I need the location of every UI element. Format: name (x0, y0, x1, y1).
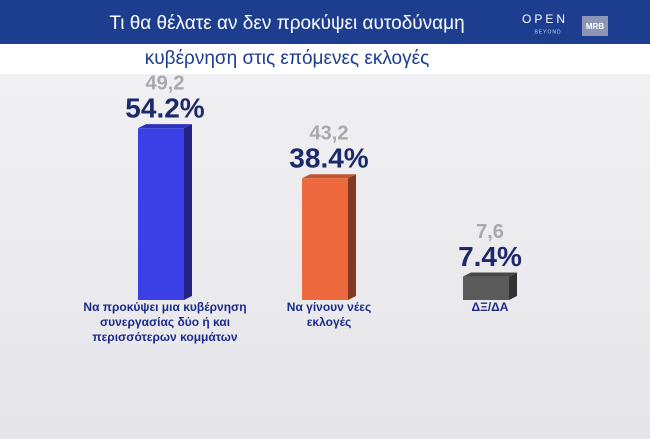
bar-side (184, 124, 192, 300)
bar-top (302, 174, 356, 179)
logo: OPEN (522, 12, 568, 26)
value-label: 54.2% (125, 93, 204, 124)
bar (302, 178, 348, 300)
category-label: Να προκύψει μια κυβέρνηση συνεργασίας δύ… (83, 300, 247, 344)
logo-tagline: BEYOND (534, 29, 561, 35)
value-label: 7.4% (458, 241, 522, 272)
bar-top (138, 124, 192, 129)
bar (138, 128, 184, 300)
category-label: Να γίνουν νέες εκλογές (286, 300, 372, 329)
bar-side (348, 174, 356, 300)
bar-side (509, 272, 517, 300)
subtitle-band (0, 44, 650, 74)
chart-subtitle: κυβέρνηση στις επόμενες εκλογές (145, 48, 429, 69)
category-label: ΔΞ/ΔΑ (471, 300, 509, 314)
bar-top (463, 272, 517, 277)
chart-title: Τι θα θέλατε αν δεν προκύψει αυτοδύναμη (109, 13, 464, 34)
title-band (0, 0, 650, 44)
previous-value-label: 49,2 (146, 72, 185, 94)
logo-box (582, 16, 608, 36)
value-label: 38.4% (289, 143, 368, 174)
logo-2: MRB (586, 22, 604, 31)
bar (463, 276, 509, 300)
previous-value-label: 7,6 (476, 221, 504, 243)
previous-value-label: 43,2 (310, 123, 349, 145)
